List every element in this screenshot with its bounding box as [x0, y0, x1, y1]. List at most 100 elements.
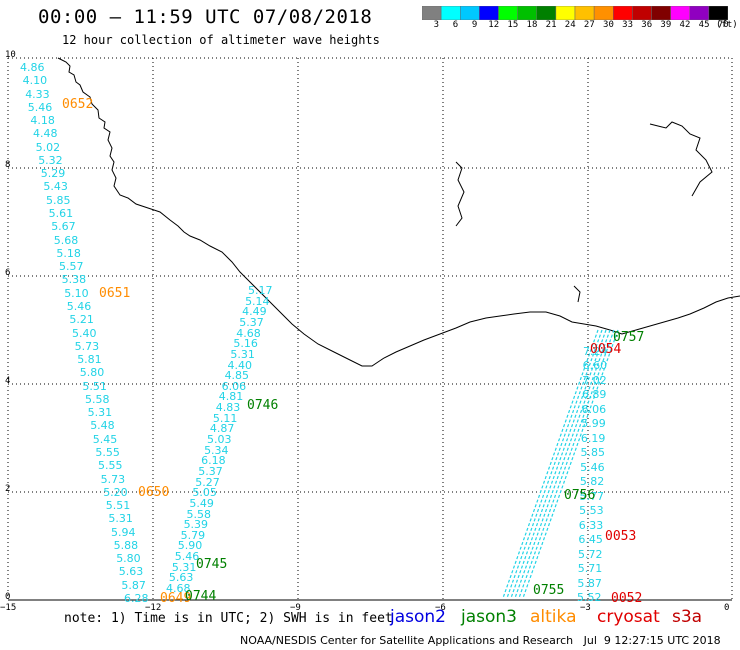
ground-track-mark: [522, 329, 619, 599]
color-scale-label: 42: [679, 20, 691, 30]
wave-height-label: 5.31: [108, 512, 133, 526]
color-scale-label: 27: [583, 20, 595, 30]
color-scale-unit: (ft): [716, 20, 738, 30]
x-tick-label: −12: [145, 603, 162, 613]
pass-time-label: 0744: [185, 589, 217, 604]
track-marks: [502, 329, 619, 599]
wave-height-label: 5.77: [579, 489, 604, 503]
wave-height-label: 5.21: [69, 313, 94, 327]
wave-height-label: 6.19: [580, 431, 606, 445]
coastline: [57, 57, 740, 367]
ground-track-mark: [510, 329, 607, 599]
wave-height-label: 6.33: [578, 518, 604, 532]
wave-height-label: 5.46: [174, 550, 200, 564]
color-swatch: [708, 6, 728, 20]
wave-height-label: 5.55: [98, 459, 123, 473]
wave-height-label: 4.10: [22, 74, 48, 88]
pass-time-label: 0755: [533, 583, 565, 598]
wave-height-label: 5.80: [79, 366, 105, 380]
wave-height-label: 5.58: [85, 392, 110, 406]
color-scale-label: 21: [545, 20, 557, 30]
wave-height-label: 6.28: [124, 592, 149, 605]
wave-height-label: 5.61: [48, 207, 74, 221]
wave-height-label: 5.40: [72, 326, 97, 340]
wave-height-label: 5.11: [212, 411, 238, 425]
wave-height-label: 5.39: [183, 518, 209, 532]
wave-height-label: 5.46: [580, 460, 605, 474]
coastline-island-b: [649, 121, 713, 197]
ground-track-mark: [502, 329, 599, 599]
ground-track-mark: [506, 329, 603, 599]
wave-height-label: 5.71: [577, 562, 603, 576]
wave-height-label: 5.79: [180, 528, 206, 542]
wave-height-label: 4.48: [33, 127, 58, 141]
wave-height-label: 5.31: [230, 347, 255, 361]
wave-height-label: 4.68: [236, 326, 261, 340]
legend-altika: altika: [530, 607, 577, 627]
wave-height-label: 5.43: [43, 180, 68, 194]
color-scale-label: 15: [507, 20, 519, 30]
color-scale-bar: [422, 6, 728, 20]
wave-height-label: 5.90: [177, 539, 203, 553]
wave-height-label: 5.87: [121, 578, 146, 592]
pass-time-label: 0745: [196, 557, 228, 572]
color-scale-label: 39: [660, 20, 672, 30]
color-scale-label: 9: [471, 20, 478, 30]
wave-height-label: 5.05: [192, 486, 217, 500]
wave-height-label: 5.81: [77, 353, 102, 367]
wave-height-label: 4.18: [30, 114, 55, 128]
wave-height-label: 5.10: [64, 286, 89, 300]
wave-height-label: 6.18: [201, 454, 226, 468]
pass-time-label: 0054: [590, 342, 622, 357]
wave-height-label: 5.58: [186, 507, 212, 521]
wave-height-label: 5.03: [207, 433, 232, 446]
y-tick-label: 6: [5, 268, 11, 278]
wave-height-label: 7.02: [582, 373, 607, 387]
color-scale-label: 24: [564, 20, 576, 30]
coastline-main: [57, 57, 740, 367]
pass-time-label: 0649: [160, 591, 192, 606]
wave-height-label: 5.27: [195, 475, 220, 489]
wave-height-label: 5.51: [105, 499, 131, 513]
wave-height-label: 5.02: [35, 140, 61, 154]
y-tick-label: 2: [5, 484, 11, 494]
color-scale-label: 12: [488, 20, 500, 30]
y-tick-label: 0: [5, 592, 11, 602]
pass-time-label: 0053: [605, 529, 637, 544]
wave-height-label: 6.89: [581, 388, 607, 402]
color-scale-label: 6: [452, 20, 459, 30]
wave-height-label: 6.06: [221, 379, 247, 393]
wave-height-label: 4.81: [218, 390, 244, 404]
color-scale-label: 3: [433, 20, 440, 30]
wave-height-label: 5.31: [171, 560, 197, 574]
wave-height-label: 5.46: [66, 299, 92, 313]
map-subtitle: 12 hour collection of altimeter wave hei…: [62, 33, 380, 47]
ground-track-mark: [514, 329, 611, 599]
credit-footer: NOAA/NESDIS Center for Satellite Applica…: [240, 634, 721, 647]
wave-height-label: 4.85: [224, 369, 250, 383]
wave-height-label: 7.24: [583, 345, 608, 358]
wave-height-label: 5.72: [578, 547, 603, 561]
wave-height-label: 5.51: [82, 379, 107, 393]
y-tick-label: 4: [5, 376, 11, 386]
wave-height-label: 5.49: [189, 496, 214, 510]
color-scale-label: 70: [717, 20, 729, 30]
map-title: 00:00 – 11:59 UTC 07/08/2018: [38, 6, 373, 28]
x-tick-label: −9: [290, 603, 301, 613]
pass-time-label: 0757: [613, 330, 645, 345]
color-scale-label: 45: [698, 20, 710, 30]
wave-height-label: 4.33: [25, 87, 50, 101]
wave-height-label: 5.32: [38, 153, 63, 167]
color-scale-label: 18: [526, 20, 538, 30]
wave-height-label: 4.68: [166, 582, 191, 595]
wave-height-label: 5.38: [61, 273, 87, 287]
wave-height-label: 5.63: [168, 571, 194, 585]
wave-height-label: 4.40: [227, 358, 253, 372]
x-tick-label: 0: [724, 603, 730, 613]
pass-time-label: 0650: [138, 485, 170, 500]
wave-height-label: 5.85: [46, 193, 71, 207]
wave-height-label: 5.67: [51, 220, 76, 234]
legend-jason3: jason3: [461, 607, 517, 627]
color-scale-label: 30: [603, 20, 614, 30]
pass-time-label: 0651: [99, 286, 131, 301]
